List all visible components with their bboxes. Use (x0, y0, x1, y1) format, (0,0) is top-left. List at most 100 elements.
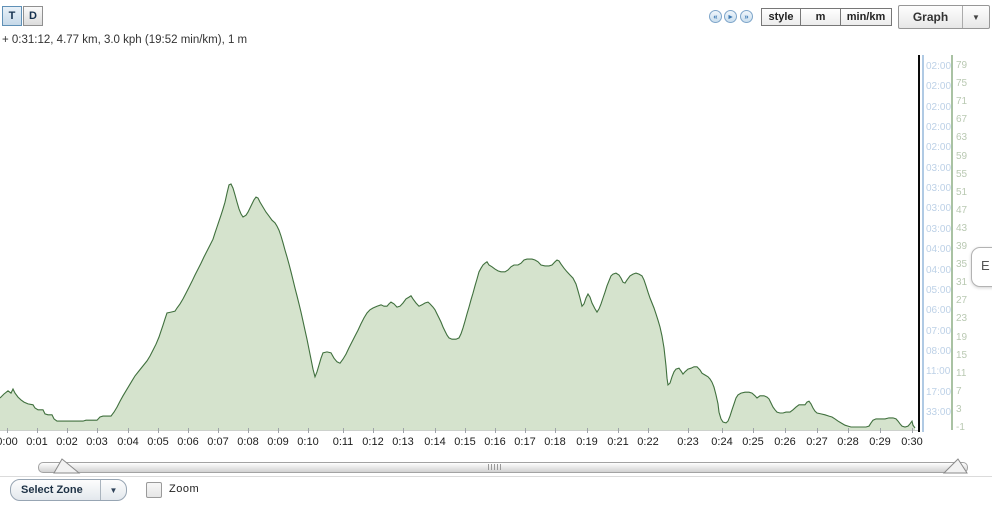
x-axis-tick (403, 428, 404, 433)
x-axis-baseline (0, 430, 919, 431)
x-axis-tick (128, 428, 129, 433)
pace-axis-label: 02:00 (926, 102, 952, 113)
range-scrollbar-right-handle[interactable] (942, 458, 970, 474)
elevation-axis-label: 79 (956, 60, 968, 71)
elevation-flyout-label: E (981, 258, 990, 273)
elevation-axis-label: 35 (956, 259, 968, 270)
elevation-axis-label: 75 (956, 78, 968, 89)
pace-axis-label: 17:00 (926, 387, 952, 398)
elevation-axis-label: 59 (956, 151, 968, 162)
x-axis-label: 0:19 (576, 436, 598, 448)
x-axis-label: 0:24 (711, 436, 733, 448)
elevation-axis-label: 51 (956, 187, 968, 198)
elevation-axis-label: 15 (956, 350, 968, 361)
elevation-line (0, 183, 916, 429)
x-axis-tick (465, 428, 466, 433)
x-axis-tick (67, 428, 68, 433)
x-axis-tick (278, 428, 279, 433)
x-axis-tick (97, 428, 98, 433)
range-scrollbar-track[interactable] (38, 462, 968, 473)
elevation-axis-label: 11 (956, 368, 967, 379)
elevation-axis-label: 43 (956, 223, 968, 234)
x-axis-label: 0:14 (424, 436, 446, 448)
pace-axis-label: 02:00 (926, 81, 952, 92)
x-axis-label: 0:01 (26, 436, 48, 448)
elevation-axis-label: 39 (956, 241, 968, 252)
pace-axis-label: 03:00 (926, 163, 952, 174)
pace-axis-line (922, 55, 924, 432)
nav-play-button[interactable]: ▸ (724, 10, 737, 23)
footer-divider (0, 476, 992, 477)
elevation-flyout-tab[interactable]: E (971, 247, 992, 287)
elevation-axis-label: 23 (956, 313, 968, 324)
x-axis-tick (848, 428, 849, 433)
x-axis-tick (343, 428, 344, 433)
activity-summary-text: + 0:31:12, 4.77 km, 3.0 kph (19:52 min/k… (2, 34, 248, 46)
x-axis-label: 0:17 (514, 436, 536, 448)
zoom-checkbox-label: Zoom (169, 483, 200, 495)
elevation-axis-label: 63 (956, 132, 968, 143)
select-zone-dropdown[interactable]: Select Zone ▼ (10, 479, 127, 501)
elevation-unit-button[interactable]: m (800, 8, 841, 26)
pace-axis-label: 33:00 (926, 407, 952, 418)
x-axis-tick (587, 428, 588, 433)
pace-axis-label: 02:00 (926, 122, 952, 133)
x-axis-label: 0:22 (637, 436, 659, 448)
pace-axis-label: 07:00 (926, 326, 952, 337)
style-button[interactable]: style (761, 8, 801, 26)
elevation-axis-label: 67 (956, 114, 968, 125)
time-axis-button[interactable]: T (2, 6, 22, 26)
elevation-axis-label: -1 (956, 422, 965, 433)
x-axis-tick (722, 428, 723, 433)
pace-axis-label: 08:00 (926, 346, 952, 357)
x-axis-label: 0:12 (362, 436, 384, 448)
x-axis-label: 0:21 (607, 436, 629, 448)
x-axis-label: 0:23 (677, 436, 699, 448)
range-scrollbar-left-handle[interactable] (53, 458, 81, 474)
pace-axis-label: 03:00 (926, 183, 952, 194)
plot-right-border (918, 55, 920, 432)
elevation-axis-label: 55 (956, 169, 968, 180)
x-axis-tick (158, 428, 159, 433)
elevation-axis-label: 19 (956, 332, 968, 343)
distance-axis-button[interactable]: D (23, 6, 43, 26)
x-axis-label: 0:03 (86, 436, 108, 448)
elevation-axis-label: 7 (956, 386, 962, 397)
x-axis-label: 0:00 (0, 436, 18, 448)
pace-axis-label: 05:00 (926, 285, 952, 296)
x-axis-tick (753, 428, 754, 433)
elevation-axis-label: 3 (956, 404, 962, 415)
x-axis-label: 0:09 (267, 436, 289, 448)
elevation-axis-label: 47 (956, 205, 968, 216)
x-axis-label: 0:30 (901, 436, 923, 448)
elevation-area-chart[interactable] (0, 55, 920, 433)
zoom-checkbox[interactable] (146, 482, 162, 498)
x-axis-tick (308, 428, 309, 433)
pace-unit-button[interactable]: min/km (840, 8, 892, 26)
graph-mode-value: Graph (912, 10, 949, 24)
x-axis-label: 0:06 (177, 436, 199, 448)
x-axis-label: 0:02 (56, 436, 78, 448)
x-axis-tick (248, 428, 249, 433)
x-axis-tick (495, 428, 496, 433)
x-axis-tick (912, 428, 913, 433)
x-axis-tick (7, 428, 8, 433)
x-axis-label: 0:26 (774, 436, 796, 448)
pace-axis-label: 02:00 (926, 61, 952, 72)
x-axis-tick (880, 428, 881, 433)
chevron-down-icon: ▼ (100, 480, 126, 500)
elevation-area-fill (0, 184, 915, 430)
x-axis-tick (525, 428, 526, 433)
pace-axis-label: 02:00 (926, 142, 952, 153)
x-axis-label: 0:13 (392, 436, 414, 448)
graph-mode-dropdown[interactable]: Graph ▼ (898, 5, 990, 29)
x-axis-label: 0:07 (207, 436, 229, 448)
nav-first-button[interactable]: « (709, 10, 722, 23)
x-axis-tick (688, 428, 689, 433)
elevation-axis-label: 31 (956, 277, 968, 288)
x-axis-label: 0:18 (544, 436, 566, 448)
nav-last-button[interactable]: » (740, 10, 753, 23)
x-axis-tick (648, 428, 649, 433)
x-axis-tick (37, 428, 38, 433)
